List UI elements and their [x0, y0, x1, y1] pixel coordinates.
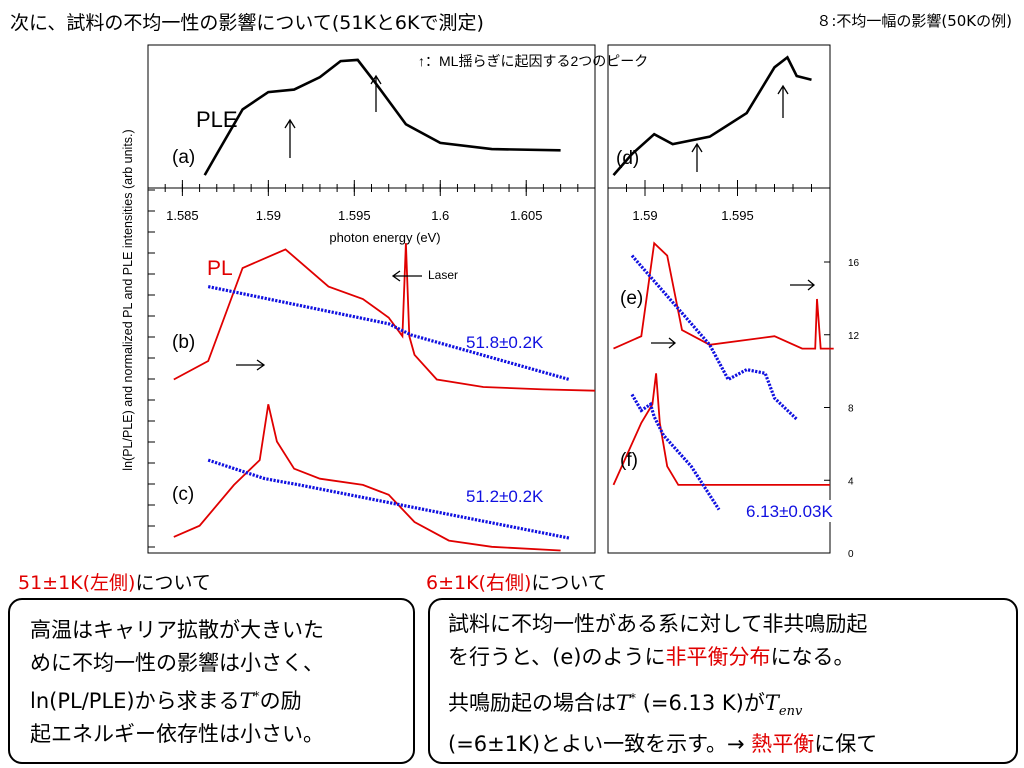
laser-label: Laser	[428, 268, 458, 282]
series-ln-b	[207, 285, 570, 382]
left-box-line: 高温はキャリア拡散が大きいた	[30, 618, 324, 642]
t-env-sub: env	[778, 704, 803, 720]
right-box-text: (=6.13 K)が	[636, 691, 765, 715]
series-pl-e	[613, 241, 834, 350]
arrow-up-icon	[284, 118, 296, 158]
left-box-text: の励	[259, 689, 302, 713]
equilibrium-highlight: 熱平衡	[751, 732, 815, 757]
t-star-sup: *	[630, 691, 637, 705]
left-explanation-box: 高温はキャリア拡散が大きいた めに不均一性の影響は小さく、 ln(PL/PLE)…	[8, 598, 415, 764]
right-box-line: 共鳴励起の場合はT* (=6.13 K)がTenv	[448, 682, 1006, 728]
temp-label-b: 51.8±0.2K	[466, 333, 544, 352]
series-ln-e	[630, 254, 798, 421]
series-ple-d	[612, 55, 812, 176]
tick-marks	[148, 180, 831, 554]
pl-label: PL	[207, 257, 233, 280]
right-box-text: (=6±1K)とよい一致を示す。→	[448, 732, 752, 757]
left-caption-red: 51±1K(左側)	[18, 572, 136, 594]
x-tick-label: 1.595	[338, 208, 371, 223]
ple-label: PLE	[196, 107, 238, 132]
x-tick-label: 1.585	[166, 208, 199, 223]
panel-label-c: (c)	[172, 484, 194, 505]
left-box-line: ln(PL/PLE)から求まるT*の励	[30, 680, 401, 718]
arrow-up-icon	[370, 74, 382, 112]
annotation-arrows	[236, 74, 816, 371]
t-star-symbol: T	[239, 689, 254, 713]
y2-tick-label: 12	[848, 331, 860, 342]
series-pl-c	[173, 404, 561, 552]
temp-label-f-bg	[742, 500, 860, 522]
x-tick-label: 1.59	[632, 208, 657, 223]
right-box-text: を行うと、(e)のように	[448, 645, 666, 669]
right-box-line: を行うと、(e)のように非平衡分布になる。	[448, 641, 1006, 674]
left-caption-text: について	[135, 572, 211, 594]
y2-tick-label: 0	[848, 549, 854, 560]
y2-tick-label: 8	[848, 404, 854, 415]
panel-label-e: (e)	[620, 288, 643, 309]
panel-label-d: (d)	[616, 148, 639, 169]
arrow-right-icon	[651, 337, 677, 349]
left-plot-frame	[147, 44, 596, 554]
left-box-line: めに不均一性の影響は小さく、	[30, 651, 324, 675]
left-box-text: ln(PL/PLE)から求まる	[30, 689, 240, 713]
t-env-symbol: T	[764, 691, 779, 715]
x-tick-label: 1.6	[431, 208, 449, 223]
arrow-up-icon	[777, 84, 789, 118]
right-caption-text: について	[531, 572, 607, 594]
slide-label: ８:不均一幅の影響(50Kの例)	[816, 12, 1012, 30]
y-axis-label: ln(PL/PLE) and normalized PL and PLE int…	[121, 129, 135, 470]
nonequilibrium-highlight: 非平衡分布	[665, 645, 771, 669]
series-pl-f	[612, 373, 830, 486]
series-ln-c	[207, 458, 570, 540]
right-box-line: 試料に不均一性がある系に対して非共鳴励起	[448, 612, 868, 636]
right-caption-red: 6±1K(右側)	[426, 572, 532, 594]
panel-label-f: (f)	[620, 450, 638, 471]
right-plot-frame	[607, 44, 831, 554]
arrow-right-icon	[790, 279, 816, 291]
left-box-line: 起エネルギー依存性は小さい。	[30, 722, 324, 746]
right-box-line: (=6±1K)とよい一致を示す。→ 熱平衡に保て	[448, 728, 1006, 761]
y2-tick-label: 4	[848, 476, 854, 487]
right-explanation-box: 試料に不均一性がある系に対して非共鳴励起 を行うと、(e)のように非平衡分布にな…	[428, 598, 1018, 764]
left-caption: 51±1K(左側)について	[18, 568, 211, 595]
page-title: 次に、試料の不均一性の影響について(51Kと6Kで測定)	[10, 12, 484, 34]
right-box-text: になる。	[770, 645, 855, 669]
series-ln-f	[630, 393, 721, 511]
panel-label-b: (b)	[172, 332, 195, 353]
x-tick-label: 1.595	[721, 208, 754, 223]
t-star-sup: *	[253, 689, 260, 703]
series-pl-b	[173, 243, 596, 392]
right-box-text: 共鳴励起の場合は	[448, 691, 616, 715]
panel-label-a: (a)	[172, 147, 195, 168]
series-ple-a	[203, 58, 561, 176]
temp-label-c: 51.2±0.2K	[466, 487, 544, 506]
arrow-right-icon	[236, 359, 266, 371]
x-tick-label: 1.605	[510, 208, 543, 223]
arrow-up-icon	[691, 142, 703, 172]
arrow-left-icon	[391, 270, 422, 282]
peak-annotation: ↑：ML揺らぎに起因する2つのピーク	[418, 53, 648, 69]
x-tick-label: 1.59	[256, 208, 281, 223]
right-caption: 6±1K(右側)について	[426, 568, 607, 595]
y2-tick-label: 16	[848, 258, 860, 269]
chart: ln(PL/PLE) and normalized PL and PLE int…	[121, 44, 860, 560]
t-star-symbol: T	[616, 691, 631, 715]
right-box-text: に保て	[814, 732, 878, 757]
x-axis-label: photon energy (eV)	[329, 230, 440, 245]
temp-label-f: 6.13±0.03K	[746, 502, 834, 521]
